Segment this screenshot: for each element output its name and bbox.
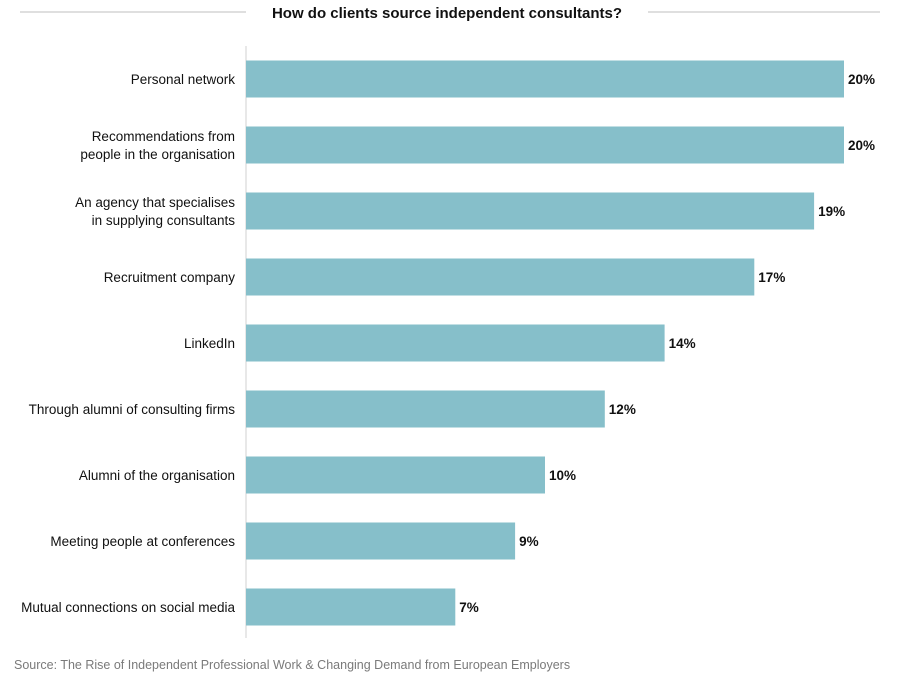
category-label-4-line-0: LinkedIn: [184, 336, 235, 351]
category-label-5: Through alumni of consulting firms: [29, 402, 236, 417]
value-label-8: 7%: [459, 600, 479, 615]
category-label-1-line-1: people in the organisation: [80, 147, 235, 162]
category-label-8: Mutual connections on social media: [21, 600, 235, 615]
bar-0: [246, 60, 844, 98]
category-label-6: Alumni of the organisation: [79, 468, 235, 483]
category-label-2-line-0: An agency that specialises: [75, 195, 235, 210]
category-label-3: Recruitment company: [104, 270, 236, 285]
value-label-3: 17%: [758, 270, 785, 285]
category-label-3-line-0: Recruitment company: [104, 270, 236, 285]
bar-1: [246, 126, 844, 164]
value-labels: 20% 20% 19% 17% 14% 12% 10% 9% 7%: [459, 72, 875, 615]
value-label-2: 19%: [818, 204, 845, 219]
bar-2: [246, 192, 815, 230]
category-labels: Personal network Recommendations from peop…: [21, 72, 235, 615]
category-label-0-line-0: Personal network: [131, 72, 236, 87]
value-label-6: 10%: [549, 468, 576, 483]
category-label-8-line-0: Mutual connections on social media: [21, 600, 235, 615]
bar-4: [246, 324, 665, 362]
bar-6: [246, 456, 545, 494]
category-label-7: Meeting people at conferences: [50, 534, 235, 549]
value-label-0: 20%: [848, 72, 875, 87]
value-label-7: 9%: [519, 534, 539, 549]
bar-8: [246, 588, 456, 626]
bar-7: [246, 522, 516, 560]
category-label-6-line-0: Alumni of the organisation: [79, 468, 235, 483]
category-label-1-line-0: Recommendations from: [92, 129, 235, 144]
source-note: Source: The Rise of Independent Professi…: [14, 658, 570, 672]
value-label-1: 20%: [848, 138, 875, 153]
bars-layer: [246, 60, 844, 626]
chart-title: How do clients source independent consul…: [272, 5, 622, 22]
bar-5: [246, 390, 605, 428]
category-label-5-line-0: Through alumni of consulting firms: [29, 402, 236, 417]
category-label-2-line-1: in supplying consultants: [92, 213, 236, 228]
category-label-0: Personal network: [131, 72, 236, 87]
category-label-7-line-0: Meeting people at conferences: [50, 534, 235, 549]
bar-3: [246, 258, 755, 296]
category-label-1: Recommendations from people in the organi…: [80, 129, 235, 162]
category-label-2: An agency that specialises in supplying c…: [75, 195, 235, 228]
category-label-4: LinkedIn: [184, 336, 235, 351]
value-label-5: 12%: [609, 402, 636, 417]
value-label-4: 14%: [669, 336, 696, 351]
